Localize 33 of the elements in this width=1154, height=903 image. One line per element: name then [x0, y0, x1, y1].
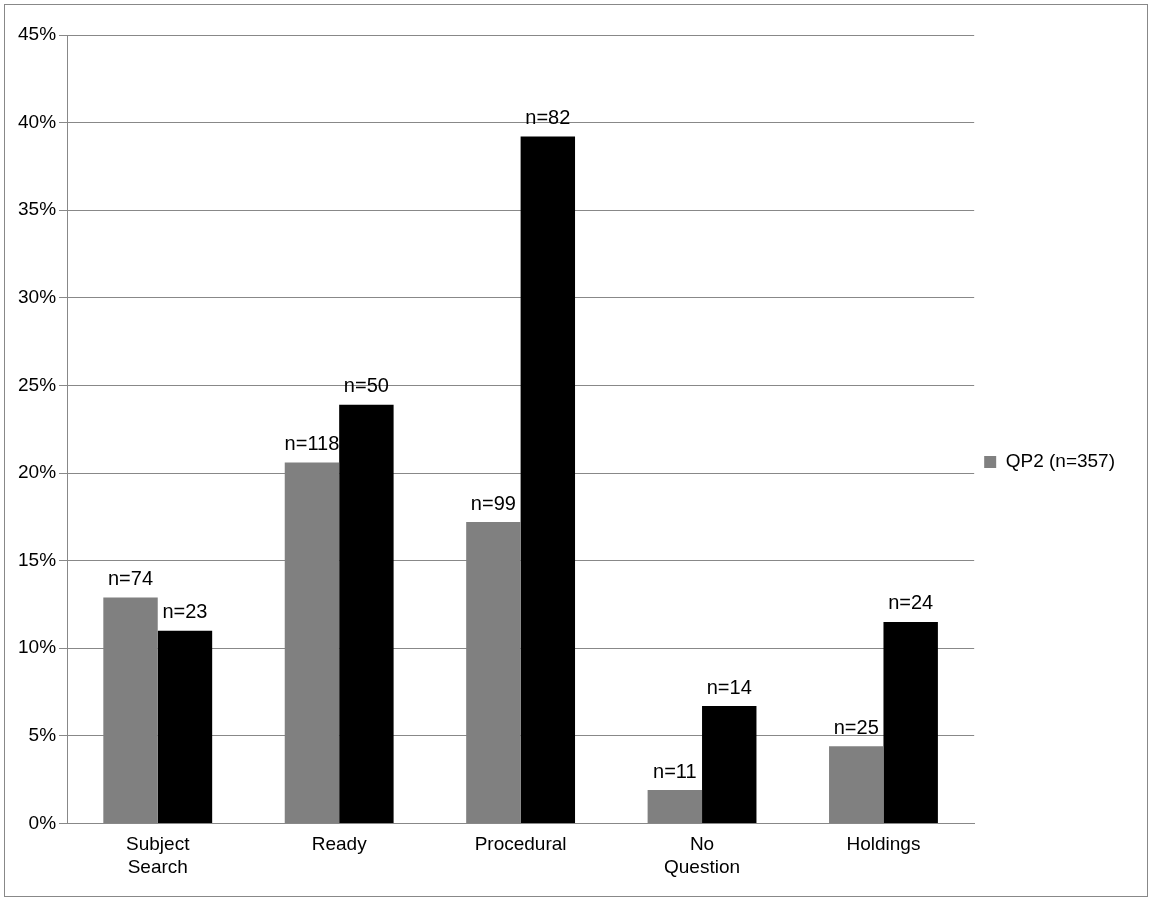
y-tick-label: 25%	[18, 373, 57, 395]
y-tick-label: 40%	[18, 110, 57, 132]
y-tick-label: 15%	[18, 548, 57, 570]
bar	[702, 706, 757, 823]
bar	[647, 790, 703, 823]
y-tick-label: 30%	[18, 286, 57, 308]
annotation: n=24	[888, 591, 934, 614]
x-tick-label: No Question	[664, 833, 741, 877]
annotation: n=11	[653, 759, 697, 782]
y-tick-label: 0%	[28, 811, 57, 833]
annotation: n=74	[108, 566, 154, 589]
y-tick-label: 20%	[18, 461, 57, 483]
x-tick-label: Subject Search	[126, 833, 191, 877]
annotation: n=25	[833, 715, 879, 738]
annotation: n=23	[162, 600, 208, 623]
annotation: n=82	[525, 106, 571, 129]
bar	[829, 746, 884, 823]
bar	[883, 621, 938, 823]
x-tick-label: Procedural	[474, 833, 567, 855]
legend-label: QP2 (n=357)	[1005, 450, 1116, 472]
annotation: n=99	[470, 491, 516, 514]
x-tick-label: Ready	[311, 833, 368, 855]
y-tick-label: 10%	[18, 636, 57, 658]
y-tick-label: 35%	[18, 198, 57, 220]
bar	[339, 404, 394, 823]
bar	[157, 630, 213, 823]
annotation: n=14	[706, 675, 752, 698]
y-tick-label: 45%	[18, 23, 57, 45]
bar	[520, 136, 576, 823]
annotation: n=118	[284, 432, 340, 454]
annotation: n=50	[343, 374, 389, 397]
x-tick-label: Holdings	[846, 833, 921, 855]
y-tick-label: 5%	[28, 724, 57, 746]
